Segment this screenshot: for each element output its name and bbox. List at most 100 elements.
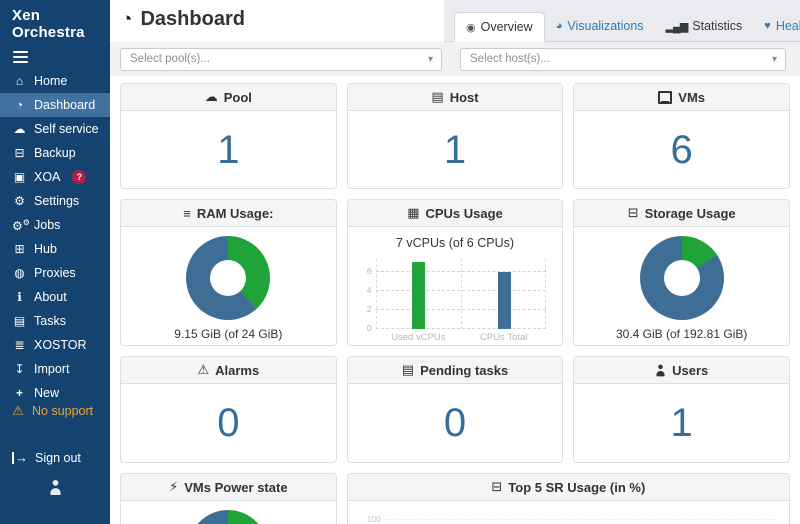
tab-health[interactable]: ♥ Health — [764, 19, 800, 33]
cpus-x-axis: Used vCPUs CPUs Total — [391, 332, 528, 343]
cloud-icon: ☁ — [13, 122, 26, 136]
import-icon: ↧ — [14, 362, 25, 376]
sidebar-item-tasks[interactable]: ▤ Tasks — [13, 314, 66, 328]
home-icon: ⌂ — [15, 74, 24, 88]
dashboard-icon: ◔ — [15, 98, 24, 112]
chevron-down-icon: ▾ — [427, 54, 433, 65]
sr-y-tick: 100 — [366, 514, 381, 524]
tab-visualizations[interactable]: ◕ Visualizations — [555, 19, 644, 33]
cpus-usage-card: ▦ CPUs Usage 7 vCPUs (of 6 CPUs) 6 4 2 0 — [346, 199, 564, 346]
users-card: Users 1 — [573, 356, 790, 463]
pending-tasks-card: ▤ Pending tasks 0 — [346, 356, 564, 463]
cpus-plot-area — [375, 259, 547, 329]
ram-usage-card: ≡ RAM Usage: 9.15 GiB (of 24 GiB) — [120, 199, 337, 346]
ram-caption: 9.15 GiB (of 24 GiB) — [174, 327, 283, 341]
app-title: Xen Orchestra — [12, 7, 85, 41]
gears-icon: ⚙⚙ — [12, 217, 30, 233]
pie-chart-icon: ◕ — [555, 20, 563, 32]
pool-card: ☁ Pool 1 — [120, 83, 337, 189]
info-icon: ℹ — [17, 290, 22, 304]
sidebar: Xen Orchestra ⌂ Home ◔ Dashboard ☁ Self … — [0, 0, 110, 524]
server-icon: ▤ — [431, 89, 444, 104]
dashboard-gauge-icon: ◔ — [121, 8, 133, 30]
main-area: ◔ Dashboard ◉ Overview ◕ Visualizations … — [110, 0, 800, 524]
storage-caption: 30.4 GiB (of 192.81 GiB) — [615, 327, 748, 341]
cpus-caption: 7 vCPUs (of 6 CPUs) — [395, 236, 515, 250]
power-plug-icon: ⚡ — [169, 479, 179, 494]
vms-power-state-card: ⚡ VMs Power state — [120, 473, 337, 524]
power-state-pie-chart — [188, 510, 269, 524]
host-count: 1 — [443, 127, 467, 172]
bar-chart-icon: ▂▄▆ — [665, 20, 689, 33]
top5-sr-usage-card: ⊟ Top 5 SR Usage (in %) 100 — [346, 473, 790, 524]
sidebar-item-home[interactable]: ⌂ Home — [0, 69, 110, 93]
hdd-icon: ⊟ — [627, 205, 639, 220]
chevron-down-icon: ▾ — [771, 54, 777, 65]
sidebar-item-jobs[interactable]: ⚙⚙ Jobs — [12, 217, 61, 233]
user-avatar[interactable] — [0, 480, 110, 495]
filter-bar: Select pool(s)... ▾ Select host(s)... ▾ — [110, 42, 800, 76]
cubes-icon: ⊞ — [14, 242, 25, 256]
cpus-total-bar — [497, 271, 511, 329]
eye-icon: ◉ — [466, 21, 476, 34]
sign-out-icon: → — [12, 451, 28, 464]
cpus-y-axis: 6 4 2 0 — [366, 266, 372, 333]
host-card: ▤ Host 1 — [346, 83, 564, 189]
sidebar-item-backup[interactable]: ⊟ Backup — [0, 141, 110, 165]
tasks-icon: ▤ — [13, 314, 26, 328]
user-icon — [49, 480, 62, 495]
cloud-icon: ☁ — [204, 89, 218, 104]
sliders-icon: ≡ — [183, 205, 191, 221]
archive-icon: ⊟ — [14, 146, 25, 160]
vms-card: VMs 6 — [573, 83, 790, 189]
sidebar-item-self-service[interactable]: ☁ Self service — [13, 122, 99, 136]
used-vcpus-bar — [412, 262, 426, 329]
warning-triangle-icon: ⚠ — [12, 403, 24, 418]
globe-icon: ◍ — [14, 266, 25, 280]
sr-usage-chart: 100 — [348, 501, 789, 524]
users-count: 1 — [670, 400, 693, 445]
top-bar: ◔ Dashboard ◉ Overview ◕ Visualizations … — [110, 0, 800, 42]
heartbeat-icon: ♥ — [764, 20, 771, 32]
storage-usage-card: ⊟ Storage Usage 30.4 GiB (of 192.81 GiB) — [573, 199, 790, 346]
xoa-help-badge: ? — [72, 170, 87, 184]
pool-count: 1 — [217, 127, 240, 172]
no-support-link[interactable]: ⚠ No support — [0, 403, 110, 419]
vms-count: 6 — [670, 127, 693, 172]
gear-icon: ⚙ — [14, 194, 25, 208]
page-title: ◔ Dashboard — [121, 8, 245, 30]
tasks-icon: ▤ — [401, 362, 415, 377]
sidebar-item-about[interactable]: ℹ About — [0, 285, 110, 309]
monitor-icon — [658, 91, 673, 104]
hdd-icon: ⊟ — [491, 479, 503, 494]
sidebar-item-proxies[interactable]: ◍ Proxies — [0, 261, 110, 285]
cpus-bar-chart: 6 4 2 0 — [360, 259, 547, 333]
pending-tasks-count: 0 — [443, 400, 467, 445]
sidebar-item-dashboard[interactable]: ◔ Dashboard — [0, 93, 110, 117]
storage-donut-chart — [639, 236, 724, 320]
database-icon: ≣ — [14, 338, 25, 352]
ram-donut-chart — [186, 236, 271, 320]
hamburger-menu-icon[interactable] — [13, 51, 28, 63]
host-select[interactable]: Select host(s)... ▾ — [460, 48, 786, 71]
pool-select[interactable]: Select pool(s)... ▾ — [120, 48, 442, 71]
sidebar-item-xostor[interactable]: ≣ XOSTOR — [0, 333, 110, 357]
warning-triangle-icon: ⚠ — [197, 362, 210, 377]
sidebar-item-settings[interactable]: ⚙ Settings — [0, 189, 110, 213]
microchip-icon: ▦ — [407, 205, 420, 220]
cube-icon: ▣ — [13, 170, 26, 184]
alarms-card: ⚠ Alarms 0 — [120, 356, 337, 463]
sidebar-item-new[interactable]: + New — [0, 381, 110, 405]
sidebar-item-xoa[interactable]: ▣ XOA ? — [0, 165, 110, 189]
sidebar-item-import[interactable]: ↧ Import — [0, 357, 110, 381]
sidebar-nav: ⌂ Home ◔ Dashboard ☁ Self service ⊟ Back… — [0, 69, 110, 405]
user-icon — [656, 364, 666, 376]
tab-statistics[interactable]: ▂▄▆ Statistics — [665, 19, 743, 33]
plus-icon: + — [15, 386, 23, 400]
tab-overview[interactable]: ◉ Overview — [454, 12, 545, 42]
sidebar-item-hub[interactable]: ⊞ Hub — [0, 237, 110, 261]
sign-out-button[interactable]: → Sign out — [0, 451, 110, 465]
dashboard-content: ☁ Pool 1 ▤ Host 1 VMs 6 ≡ RAM Usage: 9.15 G… — [120, 76, 790, 524]
alarms-count: 0 — [217, 400, 240, 445]
